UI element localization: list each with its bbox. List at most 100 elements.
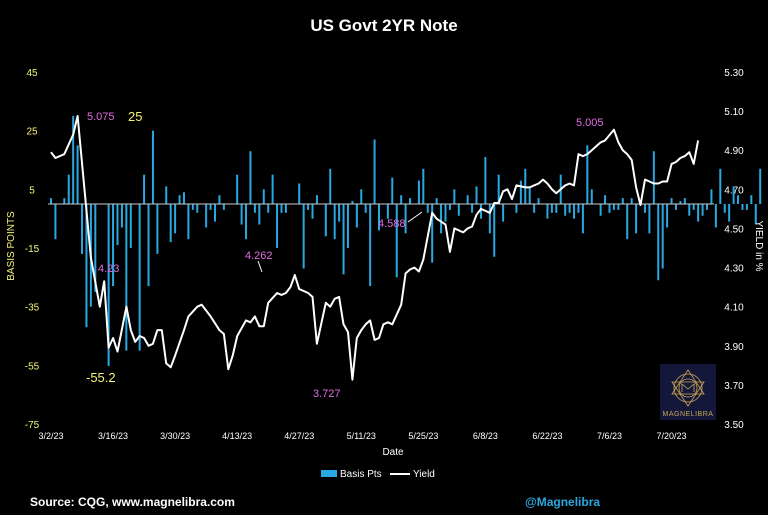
left-tick-label: 5 bbox=[29, 185, 35, 196]
x-tick-label: 4/13/23 bbox=[222, 431, 252, 441]
bar bbox=[54, 204, 57, 240]
bar bbox=[85, 204, 88, 328]
bar bbox=[440, 204, 443, 234]
magnelibra-logo: MAGNELIBRA bbox=[660, 364, 716, 420]
left-tick-label: -35 bbox=[25, 303, 40, 314]
bar bbox=[612, 204, 615, 210]
legend-label-bars: Basis Pts bbox=[340, 469, 382, 480]
bar bbox=[174, 204, 177, 234]
source-credit: Source: CQG, www.magnelibra.com bbox=[30, 495, 235, 509]
bar bbox=[346, 204, 349, 248]
bar bbox=[351, 201, 354, 204]
bar bbox=[577, 204, 580, 213]
right-tick-label: 4.90 bbox=[724, 146, 744, 157]
bar bbox=[72, 116, 75, 204]
bar bbox=[670, 198, 673, 204]
bar bbox=[196, 204, 199, 213]
bar bbox=[502, 204, 505, 222]
bar bbox=[426, 204, 429, 213]
bar bbox=[674, 204, 677, 210]
chart-title: US Govt 2YR Note bbox=[310, 16, 457, 35]
left-tick-label: -15 bbox=[25, 244, 40, 255]
annotation-label: 4.23 bbox=[98, 263, 119, 275]
bar bbox=[741, 204, 744, 210]
x-tick-label: 5/25/23 bbox=[408, 431, 438, 441]
bar bbox=[129, 204, 132, 248]
bar bbox=[258, 204, 261, 225]
bar bbox=[568, 204, 571, 213]
x-tick-label: 3/30/23 bbox=[160, 431, 190, 441]
y-axis-label-right: YIELD in % bbox=[753, 220, 764, 271]
bar bbox=[182, 192, 185, 204]
bar bbox=[395, 204, 398, 278]
bar-series bbox=[50, 116, 762, 366]
right-tick-label: 4.30 bbox=[724, 264, 744, 275]
bar bbox=[679, 201, 682, 204]
bar bbox=[409, 198, 412, 204]
left-axis: 45 25 5 -15 -35 -55 -75 bbox=[25, 68, 40, 431]
bar bbox=[537, 198, 540, 204]
bar bbox=[608, 204, 611, 213]
bar bbox=[728, 204, 731, 222]
bar bbox=[187, 204, 190, 240]
bar bbox=[50, 198, 52, 204]
legend-label-line: Yield bbox=[413, 469, 435, 480]
x-tick-label: 7/20/23 bbox=[657, 431, 687, 441]
x-tick-label: 5/11/23 bbox=[347, 431, 376, 441]
bar bbox=[94, 204, 97, 292]
bar bbox=[648, 204, 651, 234]
bar bbox=[107, 204, 110, 366]
x-tick-label: 6/22/23 bbox=[532, 431, 562, 441]
bar bbox=[745, 204, 748, 210]
bar bbox=[435, 198, 438, 204]
left-tick-label: -75 bbox=[25, 420, 40, 431]
bar bbox=[719, 168, 722, 204]
bar bbox=[249, 151, 252, 204]
bar bbox=[448, 204, 451, 210]
bar bbox=[360, 189, 363, 204]
bar bbox=[245, 204, 248, 240]
bar bbox=[218, 195, 221, 204]
bar bbox=[116, 204, 119, 246]
bar bbox=[240, 204, 243, 225]
bar bbox=[329, 168, 332, 204]
bar bbox=[355, 204, 358, 228]
bar bbox=[267, 204, 270, 213]
bar bbox=[732, 186, 735, 204]
bar bbox=[324, 204, 327, 237]
bar bbox=[138, 204, 141, 351]
bar bbox=[573, 204, 576, 219]
bar bbox=[165, 186, 168, 204]
legend-swatch-bars bbox=[321, 470, 337, 477]
bar bbox=[400, 195, 403, 204]
bar bbox=[621, 198, 624, 204]
x-tick-label: 4/27/23 bbox=[284, 431, 314, 441]
left-tick-label: -55 bbox=[25, 361, 40, 372]
x-tick-label: 7/6/23 bbox=[597, 431, 622, 441]
bar bbox=[378, 204, 381, 231]
bar bbox=[657, 204, 660, 281]
bar bbox=[169, 204, 172, 243]
social-handle[interactable]: @Magnelibra bbox=[525, 495, 601, 509]
bar bbox=[333, 204, 336, 240]
bar bbox=[311, 204, 314, 219]
bar bbox=[701, 204, 704, 216]
right-tick-label: 5.10 bbox=[724, 107, 744, 118]
bar bbox=[302, 204, 305, 269]
annotation-leader bbox=[257, 260, 263, 273]
bar bbox=[635, 204, 638, 234]
annotation-label: 5.075 bbox=[87, 111, 115, 123]
right-tick-label: 3.50 bbox=[724, 420, 744, 431]
annotation-label: 4.262 bbox=[245, 250, 273, 262]
bar bbox=[661, 204, 664, 269]
left-tick-label: 25 bbox=[26, 127, 38, 138]
bar bbox=[112, 204, 115, 287]
x-axis-label: Date bbox=[382, 447, 404, 458]
bar bbox=[706, 204, 709, 210]
bar bbox=[298, 183, 301, 204]
bar bbox=[466, 195, 469, 204]
bar bbox=[373, 139, 376, 204]
bar bbox=[604, 195, 607, 204]
right-axis: 5.305.104.904.704.504.304.103.903.703.50 bbox=[724, 68, 744, 431]
x-tick-label: 3/2/23 bbox=[38, 431, 63, 441]
